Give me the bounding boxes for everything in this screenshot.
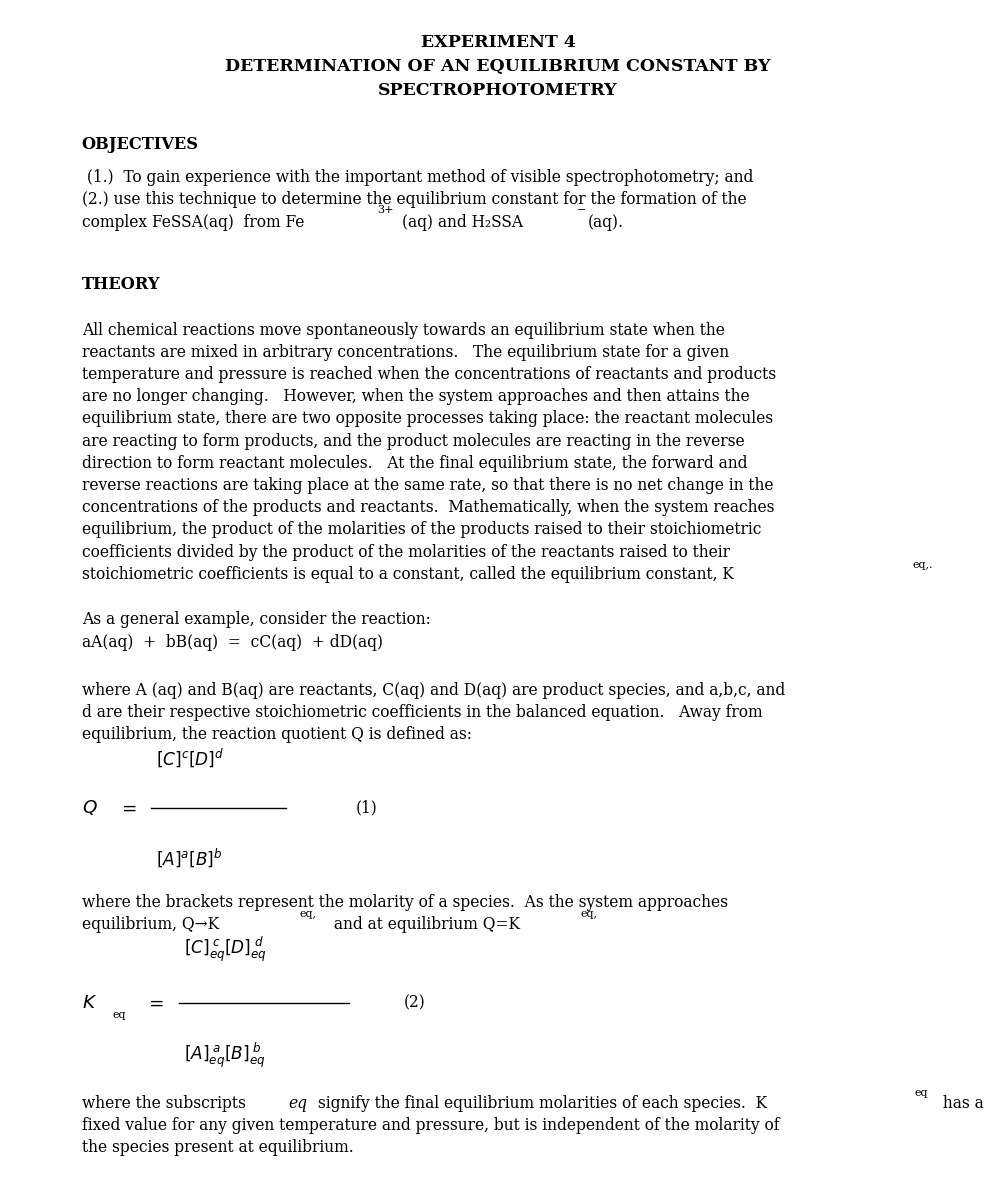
Text: $[A]_{eq}^{\ a}[B]_{eq}^{\ b}$: $[A]_{eq}^{\ a}[B]_{eq}^{\ b}$ bbox=[184, 1042, 266, 1070]
Text: OBJECTIVES: OBJECTIVES bbox=[82, 136, 198, 152]
Text: $=$: $=$ bbox=[145, 994, 164, 1012]
Text: the species present at equilibrium.: the species present at equilibrium. bbox=[82, 1140, 354, 1157]
Text: equilibrium, the product of the molarities of the products raised to their stoic: equilibrium, the product of the molariti… bbox=[82, 521, 761, 539]
Text: equilibrium, Q→K: equilibrium, Q→K bbox=[82, 917, 219, 934]
Text: $K$: $K$ bbox=[82, 994, 97, 1012]
Text: $[C]_{eq}^{\ c}[D]_{eq}^{\ d}$: $[C]_{eq}^{\ c}[D]_{eq}^{\ d}$ bbox=[184, 935, 267, 965]
Text: $=$: $=$ bbox=[118, 799, 136, 817]
Text: where the brackets represent the molarity of a species.  As the system approache: where the brackets represent the molarit… bbox=[82, 894, 728, 911]
Text: complex FeSSA(aq)  from Fe: complex FeSSA(aq) from Fe bbox=[82, 214, 304, 230]
Text: eq,: eq, bbox=[581, 908, 598, 919]
Text: −: − bbox=[577, 205, 586, 215]
Text: eq,: eq, bbox=[299, 908, 317, 919]
Text: eq: eq bbox=[113, 1009, 126, 1020]
Text: d are their respective stoichiometric coefficients in the balanced equation.   A: d are their respective stoichiometric co… bbox=[82, 704, 762, 721]
Text: reverse reactions are taking place at the same rate, so that there is no net cha: reverse reactions are taking place at th… bbox=[82, 478, 773, 494]
Text: (1.)  To gain experience with the important method of visible spectrophotometry;: (1.) To gain experience with the importa… bbox=[82, 169, 753, 186]
Text: SPECTROPHOTOMETRY: SPECTROPHOTOMETRY bbox=[378, 82, 618, 98]
Text: where A (aq) and B(aq) are reactants, C(aq) and D(aq) are product species, and a: where A (aq) and B(aq) are reactants, C(… bbox=[82, 682, 785, 698]
Text: temperature and pressure is reached when the concentrations of reactants and pro: temperature and pressure is reached when… bbox=[82, 366, 776, 383]
Text: $Q$: $Q$ bbox=[82, 798, 98, 817]
Text: coefficients divided by the product of the molarities of the reactants raised to: coefficients divided by the product of t… bbox=[82, 544, 730, 560]
Text: and at equilibrium Q=K: and at equilibrium Q=K bbox=[329, 917, 520, 934]
Text: concentrations of the products and reactants.  Mathematically, when the system r: concentrations of the products and react… bbox=[82, 499, 774, 516]
Text: fixed value for any given temperature and pressure, but is independent of the mo: fixed value for any given temperature an… bbox=[82, 1117, 779, 1134]
Text: THEORY: THEORY bbox=[82, 276, 160, 293]
Text: (2): (2) bbox=[403, 994, 425, 1012]
Text: As a general example, consider the reaction:: As a general example, consider the react… bbox=[82, 612, 430, 629]
Text: (2.) use this technique to determine the equilibrium constant for the formation : (2.) use this technique to determine the… bbox=[82, 191, 746, 209]
Text: reactants are mixed in arbitrary concentrations.   The equilibrium state for a g: reactants are mixed in arbitrary concent… bbox=[82, 343, 729, 361]
Text: signify the final equilibrium molarities of each species.  K: signify the final equilibrium molarities… bbox=[313, 1096, 767, 1112]
Text: (1): (1) bbox=[356, 799, 377, 816]
Text: eq,.: eq,. bbox=[912, 560, 933, 570]
Text: aA(aq)  +  bB(aq)  =  cC(aq)  + dD(aq): aA(aq) + bB(aq) = cC(aq) + dD(aq) bbox=[82, 634, 382, 650]
Text: are reacting to form products, and the product molecules are reacting in the rev: are reacting to form products, and the p… bbox=[82, 433, 744, 450]
Text: are no longer changing.   However, when the system approaches and then attains t: are no longer changing. However, when th… bbox=[82, 389, 749, 406]
Text: eq: eq bbox=[914, 1088, 928, 1098]
Text: (aq).: (aq). bbox=[588, 214, 623, 230]
Text: has a: has a bbox=[938, 1096, 984, 1112]
Text: equilibrium state, there are two opposite processes taking place: the reactant m: equilibrium state, there are two opposit… bbox=[82, 410, 773, 427]
Text: where the subscripts: where the subscripts bbox=[82, 1096, 250, 1112]
Text: $[C]^c[D]^d$: $[C]^c[D]^d$ bbox=[156, 746, 224, 769]
Text: stoichiometric coefficients is equal to a constant, called the equilibrium const: stoichiometric coefficients is equal to … bbox=[82, 566, 733, 583]
Text: $[A]^a[B]^b$: $[A]^a[B]^b$ bbox=[156, 846, 223, 869]
Text: DETERMINATION OF AN EQUILIBRIUM CONSTANT BY: DETERMINATION OF AN EQUILIBRIUM CONSTANT… bbox=[225, 58, 771, 74]
Text: 3+: 3+ bbox=[377, 205, 394, 215]
Text: EXPERIMENT 4: EXPERIMENT 4 bbox=[420, 34, 576, 50]
Text: All chemical reactions move spontaneously towards an equilibrium state when the: All chemical reactions move spontaneousl… bbox=[82, 322, 724, 338]
Text: equilibrium, the reaction quotient Q is defined as:: equilibrium, the reaction quotient Q is … bbox=[82, 726, 472, 743]
Text: direction to form reactant molecules.   At the final equilibrium state, the forw: direction to form reactant molecules. At… bbox=[82, 455, 747, 472]
Text: eq: eq bbox=[289, 1096, 308, 1112]
Text: (aq) and H₂SSA: (aq) and H₂SSA bbox=[402, 214, 524, 230]
